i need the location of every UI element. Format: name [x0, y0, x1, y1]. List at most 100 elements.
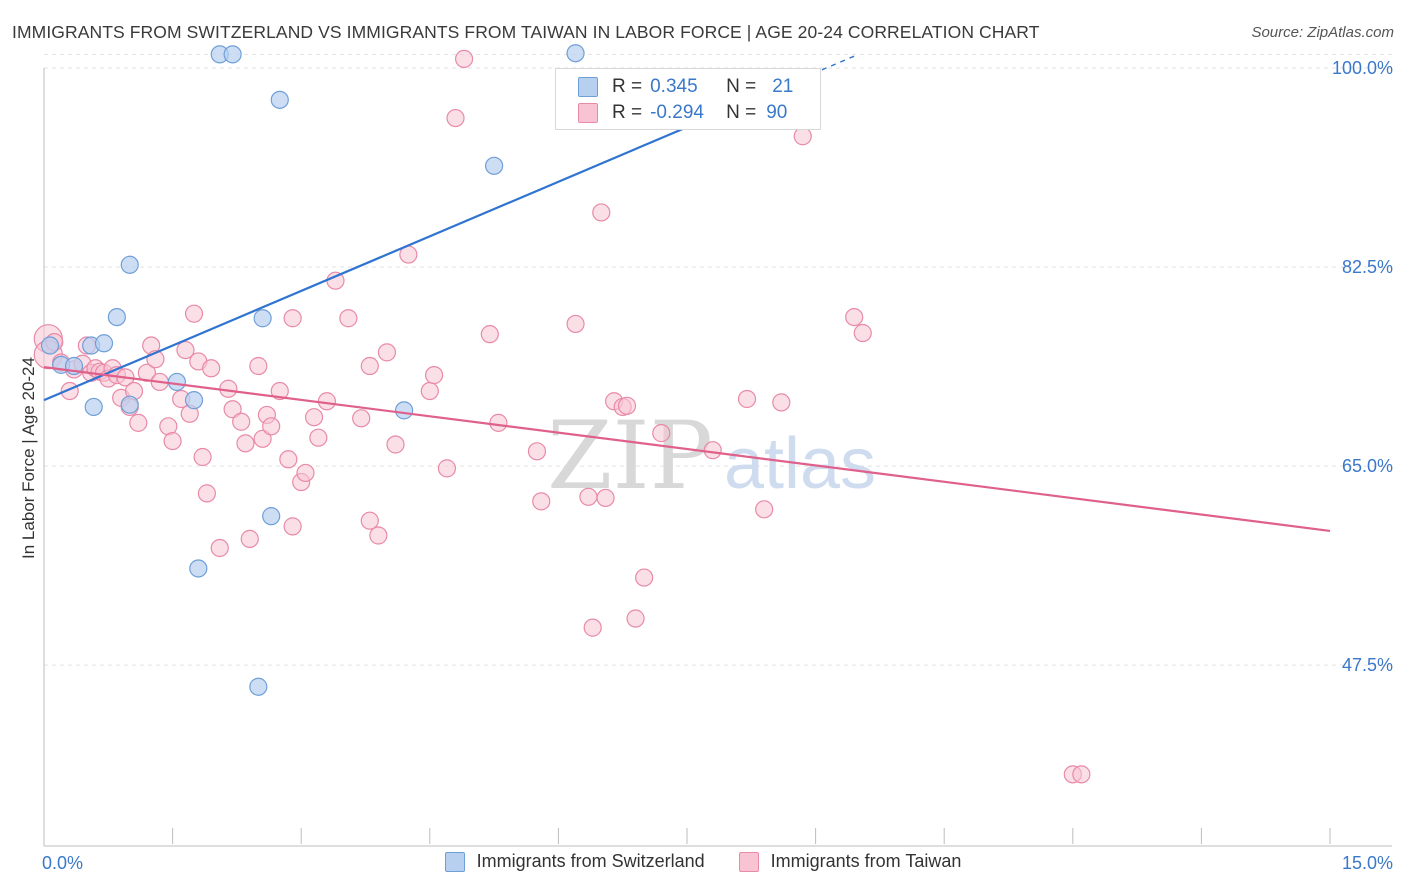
legend-r-value: 0.345 — [650, 76, 698, 97]
taiwan-point — [309, 428, 328, 447]
taiwan-point — [703, 441, 722, 460]
taiwan-point — [176, 340, 195, 360]
taiwan-point — [635, 568, 654, 587]
taiwan-point — [202, 359, 221, 378]
taiwan-point — [592, 203, 611, 222]
series-legend-switzerland: Immigrants from Switzerland — [444, 851, 705, 872]
legend-swatch-switzerland — [578, 77, 598, 97]
taiwan-point — [360, 356, 379, 376]
taiwan-point — [420, 381, 439, 401]
taiwan-point — [193, 447, 212, 467]
chart-title: IMMIGRANTS FROM SWITZERLAND VS IMMIGRANT… — [12, 22, 1040, 42]
taiwan-point — [454, 49, 474, 69]
taiwan-trend-line — [43, 366, 1331, 533]
legend-n-label: N = — [726, 102, 757, 123]
gridlines — [44, 53, 1392, 666]
taiwan-point — [197, 484, 216, 503]
switzerland-point — [566, 44, 585, 63]
taiwan-point — [377, 343, 397, 362]
taiwan-point — [437, 459, 457, 478]
switzerland-point — [189, 559, 208, 578]
switzerland-point — [262, 507, 281, 526]
taiwan-point — [339, 309, 358, 328]
y-tick-label: 100.0% — [1332, 58, 1393, 78]
series-legend: Immigrants from Switzerland Immigrants f… — [0, 851, 1406, 872]
legend-r-label: R = — [612, 102, 643, 123]
taiwan-point — [236, 434, 255, 453]
switzerland-point — [485, 156, 504, 175]
watermark-zip: ZIP — [547, 402, 713, 511]
taiwan-point — [210, 538, 229, 558]
switzerland-point — [84, 397, 103, 417]
taiwan-point — [579, 487, 598, 506]
switzerland-point — [167, 372, 186, 392]
y-tick-label: 82.5% — [1342, 257, 1393, 277]
source-label: Source: ZipAtlas.com — [1251, 24, 1394, 41]
y-tick-label: 47.5% — [1342, 655, 1393, 675]
taiwan-point — [527, 442, 547, 461]
taiwan-point — [283, 309, 302, 328]
taiwan-point — [270, 381, 289, 401]
legend-row-taiwan: R = -0.294 N = 90 — [578, 101, 787, 125]
taiwan-point — [737, 389, 757, 409]
legend-r-value: -0.294 — [650, 102, 704, 123]
taiwan-point — [596, 488, 615, 508]
series-name-taiwan: Immigrants from Taiwan — [770, 851, 962, 871]
taiwan-point — [532, 492, 551, 511]
taiwan-point — [626, 609, 645, 628]
switzerland-point — [40, 336, 60, 355]
taiwan-point — [617, 396, 637, 415]
correlation-legend: R = 0.345 N = 21 R = -0.294 N = 90 — [555, 68, 821, 130]
taiwan-point — [283, 517, 302, 536]
taiwan-point — [163, 431, 182, 451]
switzerland-point — [120, 255, 139, 274]
taiwan-point — [772, 393, 791, 412]
taiwan-point — [232, 412, 251, 431]
taiwan-point — [583, 618, 602, 637]
switzerland-point — [107, 307, 126, 327]
taiwan-point — [755, 500, 774, 519]
taiwan-point — [129, 413, 148, 432]
taiwan-point — [424, 366, 444, 385]
switzerland-trend-line — [43, 107, 731, 402]
taiwan-point — [253, 429, 272, 448]
taiwan-point — [223, 400, 242, 419]
switzerland-point — [223, 45, 242, 64]
taiwan-point — [184, 304, 204, 323]
switzerland-point — [270, 90, 289, 109]
taiwan-point — [652, 424, 671, 443]
legend-n-label: N = — [726, 76, 757, 97]
watermark: ZIP atlas — [547, 402, 876, 511]
taiwan-point — [360, 511, 379, 530]
taiwan-points — [33, 49, 1091, 784]
taiwan-point — [793, 127, 812, 146]
taiwan-point — [489, 413, 508, 432]
legend-swatch-taiwan — [578, 103, 598, 123]
taiwan-point — [1072, 765, 1091, 784]
series-swatch-switzerland — [444, 851, 465, 872]
taiwan-point — [296, 463, 315, 483]
taiwan-point — [249, 356, 268, 376]
switzerland-point — [120, 395, 139, 414]
switzerland-point — [184, 391, 204, 410]
switzerland-point — [249, 677, 268, 696]
switzerland-point — [94, 334, 114, 353]
legend-row-switzerland: R = 0.345 N = 21 — [578, 75, 793, 99]
taiwan-point — [352, 409, 371, 428]
taiwan-point — [240, 529, 259, 548]
taiwan-point — [304, 408, 324, 427]
taiwan-point — [386, 435, 405, 454]
series-swatch-taiwan — [738, 851, 759, 872]
y-tick-label: 65.0% — [1342, 456, 1393, 476]
tick-labels: 47.5% 65.0% 82.5% 100.0% 0.0% 15.0% — [42, 58, 1393, 873]
taiwan-point — [369, 526, 388, 545]
switzerland-point — [394, 401, 414, 420]
legend-n-value: 90 — [766, 102, 788, 123]
legend-n-value: 21 — [772, 76, 794, 97]
taiwan-point — [279, 450, 298, 469]
axes — [43, 68, 1392, 847]
series-name-switzerland: Immigrants from Switzerland — [476, 851, 705, 871]
series-legend-taiwan: Immigrants from Taiwan — [738, 851, 962, 872]
x-tick-label: 15.0% — [1342, 853, 1393, 873]
